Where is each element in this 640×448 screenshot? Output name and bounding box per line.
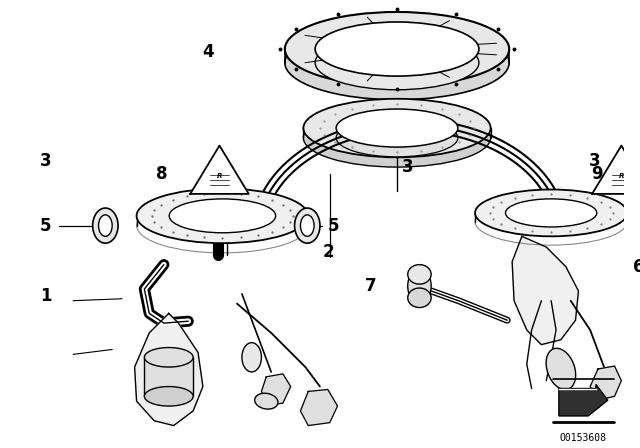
Ellipse shape — [99, 215, 112, 237]
Text: R: R — [619, 173, 624, 179]
Polygon shape — [134, 314, 203, 426]
Ellipse shape — [255, 393, 278, 409]
Ellipse shape — [506, 199, 596, 227]
Polygon shape — [261, 374, 291, 405]
Text: 5: 5 — [40, 216, 52, 235]
Polygon shape — [592, 146, 640, 194]
Ellipse shape — [93, 208, 118, 243]
Text: 3: 3 — [589, 152, 601, 170]
Text: R: R — [217, 173, 222, 179]
Text: 1: 1 — [40, 287, 52, 305]
Ellipse shape — [285, 12, 509, 86]
Ellipse shape — [303, 108, 491, 167]
Ellipse shape — [336, 119, 458, 157]
Ellipse shape — [408, 268, 431, 304]
Ellipse shape — [408, 288, 431, 307]
Ellipse shape — [315, 22, 479, 76]
Text: O0153608: O0153608 — [560, 433, 607, 444]
Ellipse shape — [145, 348, 193, 367]
Ellipse shape — [336, 109, 458, 147]
Ellipse shape — [145, 387, 193, 406]
Ellipse shape — [285, 26, 509, 100]
Ellipse shape — [136, 189, 308, 243]
Text: 4: 4 — [202, 43, 214, 61]
Text: 5: 5 — [328, 216, 339, 235]
Text: 6: 6 — [633, 258, 640, 276]
Text: 3: 3 — [40, 152, 52, 170]
Text: 8: 8 — [156, 165, 168, 183]
Ellipse shape — [294, 208, 320, 243]
Ellipse shape — [303, 99, 491, 157]
Polygon shape — [300, 389, 337, 426]
Ellipse shape — [300, 215, 314, 237]
Polygon shape — [512, 237, 579, 345]
Ellipse shape — [475, 190, 627, 237]
Text: 2: 2 — [323, 243, 335, 261]
Bar — [145, 358, 193, 396]
Text: 3: 3 — [402, 158, 413, 176]
Ellipse shape — [242, 343, 261, 372]
Ellipse shape — [408, 265, 431, 284]
Text: 7: 7 — [365, 277, 376, 295]
Polygon shape — [559, 384, 608, 416]
Ellipse shape — [169, 199, 276, 233]
Ellipse shape — [315, 36, 479, 90]
Ellipse shape — [546, 348, 575, 390]
Polygon shape — [590, 366, 621, 400]
Polygon shape — [190, 146, 249, 194]
Text: 9: 9 — [591, 165, 603, 183]
